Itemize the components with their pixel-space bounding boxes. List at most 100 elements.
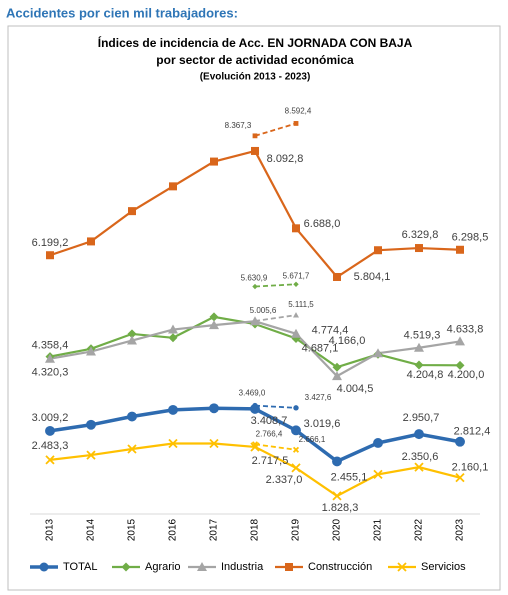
point: [455, 336, 465, 346]
point: [127, 335, 137, 345]
point: [250, 403, 260, 414]
value-label: 8.367,3: [225, 121, 252, 130]
point: [374, 246, 382, 255]
point: [250, 442, 260, 452]
point: [291, 463, 301, 473]
point: [415, 244, 423, 253]
x-tick-label: 2019: [291, 518, 302, 541]
value-label: 5.804,1: [354, 271, 391, 283]
point: [86, 419, 96, 430]
x-tick-label: 2023: [455, 518, 466, 541]
point: [128, 207, 136, 216]
point: [455, 473, 465, 483]
value-label: 6.199,2: [32, 237, 69, 249]
chart-title: Índices de incidencia de Acc. EN JORNADA…: [98, 35, 413, 50]
point: [127, 411, 137, 422]
point: [291, 425, 301, 436]
point: [251, 146, 259, 155]
value-label: 4.320,3: [32, 367, 69, 379]
legend-label: Construcción: [308, 561, 372, 573]
value-label: 8.092,8: [267, 153, 304, 165]
value-label: 6.688,0: [304, 218, 341, 230]
value-label: 2.160,1: [452, 462, 489, 474]
value-label: 4.358,4: [32, 340, 69, 352]
point: [291, 328, 301, 338]
value-label: 4.004,5: [337, 383, 374, 395]
dashed-line: [254, 404, 297, 409]
series-line: [49, 320, 461, 378]
value-label: 8.592,4: [285, 107, 312, 116]
legend-marker: [121, 562, 131, 572]
point: [209, 320, 219, 330]
chart-subtitle: por sector de actividad económica: [156, 53, 354, 67]
point: [250, 316, 260, 326]
point: [373, 469, 383, 479]
value-label: 6.329,8: [402, 229, 439, 241]
point: [45, 353, 55, 363]
legend-label: Industria: [221, 561, 264, 573]
point: [455, 436, 465, 447]
point: [414, 462, 424, 472]
point: [86, 450, 96, 460]
x-tick-label: 2022: [414, 518, 425, 541]
point: [168, 438, 178, 449]
point: [169, 182, 177, 191]
chart-frame: [7, 25, 501, 591]
point: [293, 405, 299, 411]
point: [86, 346, 96, 356]
point: [414, 429, 424, 440]
value-label: 2.483,3: [32, 440, 69, 452]
point: [293, 281, 299, 287]
point: [373, 438, 383, 448]
point: [45, 425, 55, 436]
point: [414, 360, 424, 370]
point: [252, 133, 258, 139]
point: [332, 362, 342, 372]
value-label: 3.019,6: [304, 418, 341, 430]
point: [168, 404, 178, 415]
value-label: 5.671,7: [283, 271, 310, 280]
chart-subtitle: (Evolución 2013 - 2023): [200, 72, 311, 83]
x-tick-label: 2016: [168, 518, 179, 541]
legend-marker: [397, 562, 407, 572]
legend-label: Agrario: [145, 561, 180, 573]
x-tick-label: 2021: [373, 518, 384, 541]
value-label: 4.633,8: [447, 323, 484, 335]
x-tick-label: 2015: [127, 518, 138, 541]
x-tick-label: 2017: [209, 518, 220, 541]
series-line: [49, 149, 461, 279]
point: [456, 245, 464, 254]
value-label: 3.408,7: [251, 415, 288, 427]
dashed-line: [254, 122, 297, 137]
point: [455, 360, 465, 370]
point: [333, 272, 341, 281]
point: [46, 251, 54, 260]
point: [252, 283, 258, 290]
dashed-line: [254, 283, 297, 288]
legend-marker: [197, 562, 207, 571]
value-label: 3.427,6: [305, 393, 332, 402]
dashed-line: [254, 443, 297, 451]
legend-label: Servicios: [421, 561, 466, 573]
x-tick-label: 2018: [250, 518, 261, 541]
value-label: 5.111,5: [288, 300, 314, 309]
legend-label: TOTAL: [63, 561, 97, 573]
point: [332, 491, 342, 501]
series-line: [49, 442, 461, 498]
point: [209, 438, 219, 449]
value-label: 4.204,8: [407, 369, 444, 381]
value-label: 1.828,3: [322, 502, 359, 514]
point: [168, 324, 178, 334]
point: [292, 224, 300, 233]
value-label: 4.166,0: [329, 335, 366, 347]
value-label: 2.455,1: [331, 471, 368, 483]
value-label: 5.630,9: [241, 274, 268, 283]
point: [414, 342, 424, 352]
x-tick-label: 2020: [332, 518, 343, 541]
point: [292, 446, 300, 453]
point: [209, 312, 219, 322]
value-label: 3.009,2: [32, 412, 69, 424]
point: [209, 403, 219, 414]
point: [127, 444, 137, 454]
